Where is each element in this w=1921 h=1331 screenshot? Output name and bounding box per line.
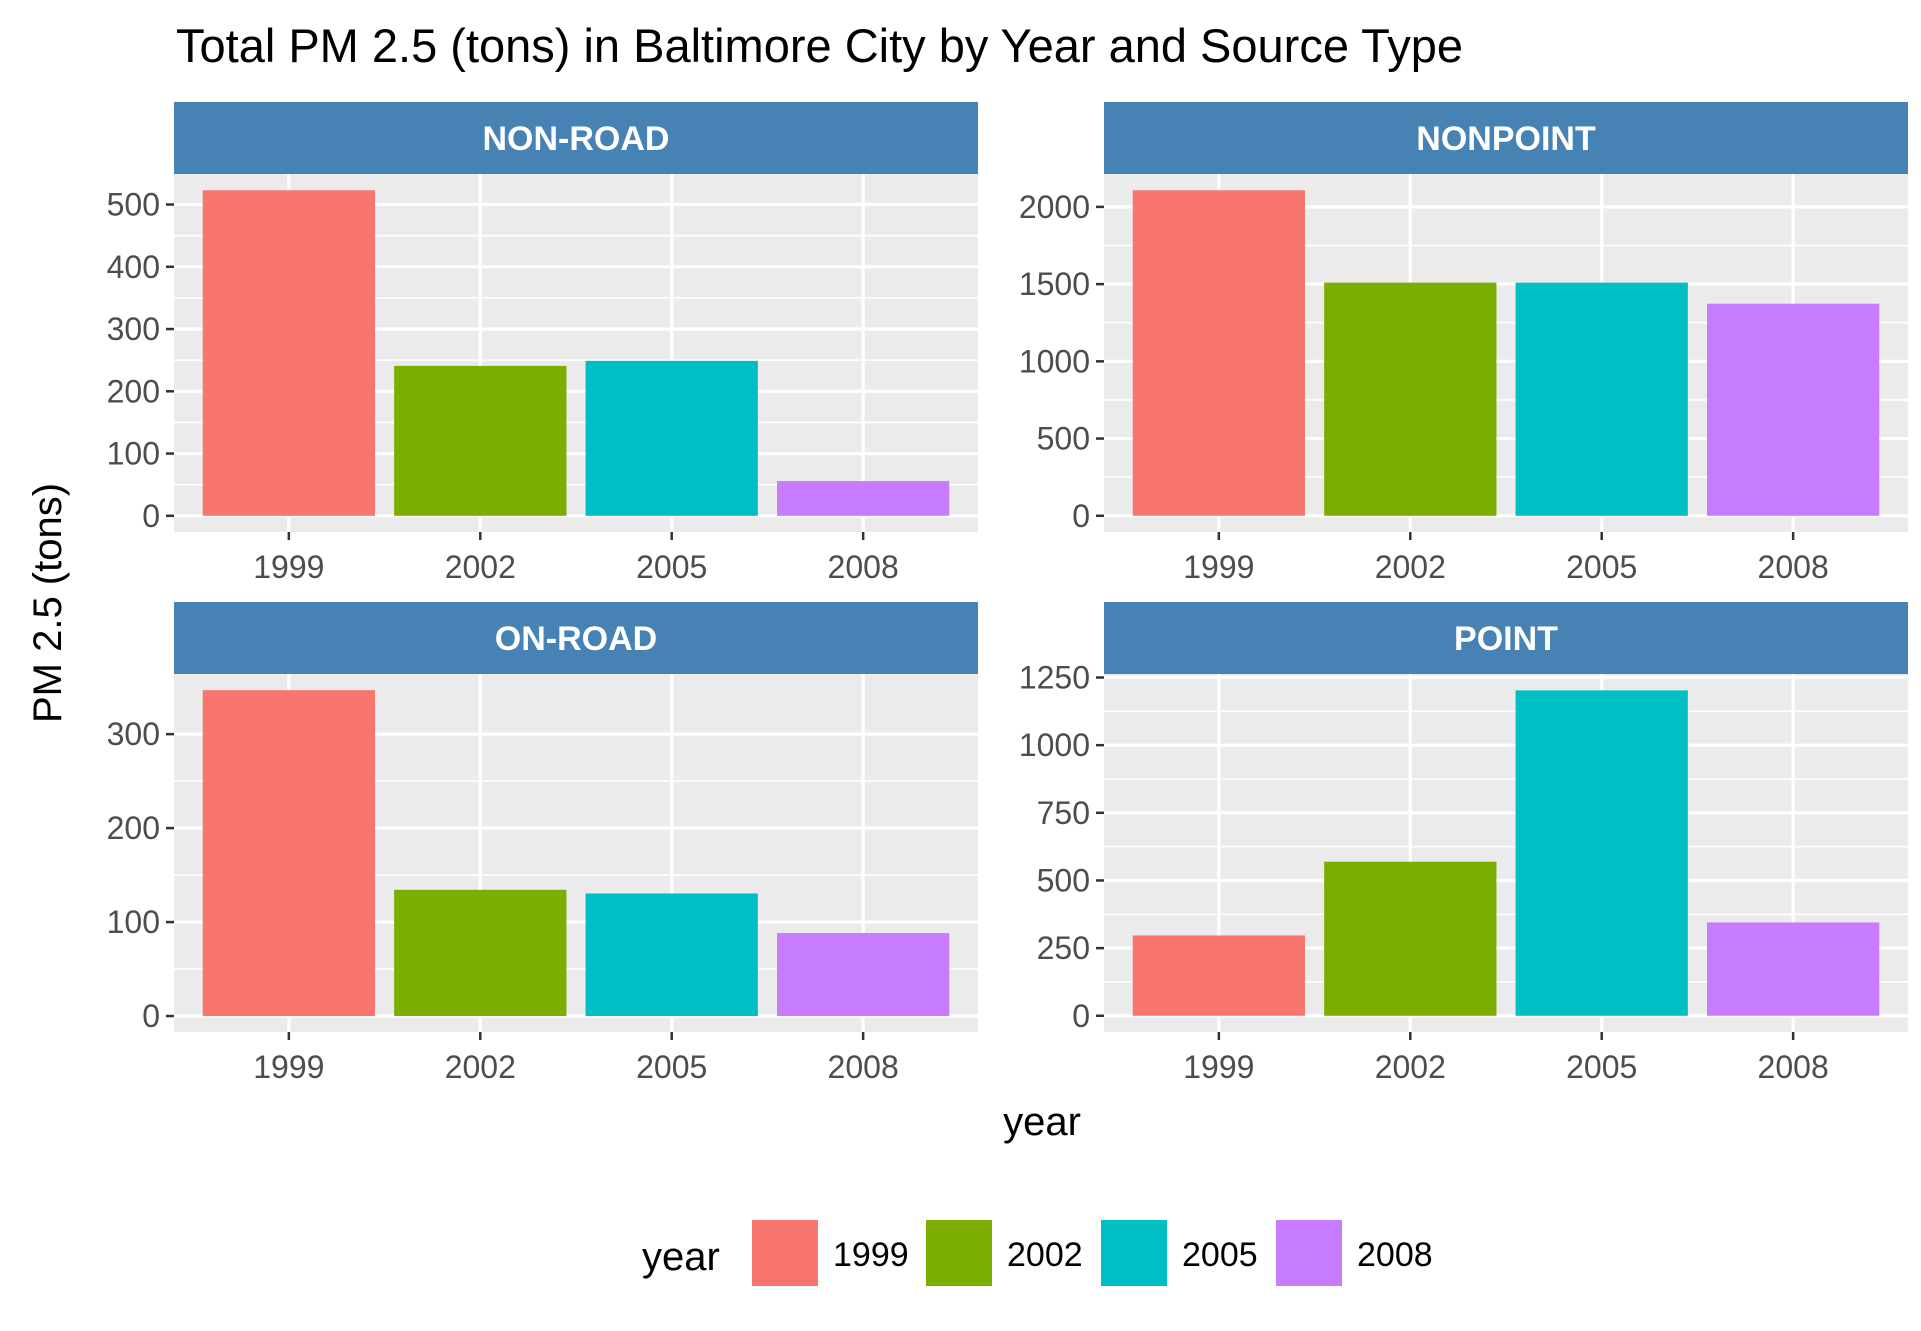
facet-panel: NONPOINT 0 500 1000 1500 2000 1999 2002 2005 2008 (1019, 102, 1908, 585)
x-tick-label: 2002 (445, 1049, 516, 1085)
y-tick-label: 750 (1037, 795, 1090, 831)
bar-2008 (777, 933, 950, 1017)
legend-label: 1999 (833, 1236, 909, 1274)
legend-key (1276, 1220, 1342, 1286)
legend-key (1101, 1220, 1167, 1286)
y-tick-label: 200 (107, 810, 160, 846)
legend: year 1999 2002 2005 2008 (642, 1220, 1433, 1286)
legend-title: year (642, 1235, 720, 1279)
legend-item: 2005 (1101, 1220, 1258, 1286)
y-tick-label: 0 (142, 498, 160, 534)
bar-2002 (1324, 861, 1497, 1016)
facet-panel: ON-ROAD 0 100 200 300 1999 2002 2005 2008 (107, 602, 978, 1085)
bar-2008 (1707, 922, 1880, 1016)
y-tick-label: 500 (1037, 421, 1090, 457)
bar-1999 (1132, 935, 1305, 1016)
legend-key (752, 1220, 818, 1286)
y-tick-label: 0 (1072, 998, 1090, 1034)
x-tick-label: 1999 (253, 1049, 324, 1085)
y-tick-label: 1000 (1019, 343, 1090, 379)
y-tick-label: 1500 (1019, 266, 1090, 302)
facet-strip (1104, 102, 1908, 174)
y-tick-label: 0 (142, 998, 160, 1034)
y-tick-label: 400 (107, 249, 160, 285)
bar-1999 (202, 190, 375, 516)
bar-2002 (1324, 282, 1497, 516)
x-tick-label: 2008 (1758, 549, 1829, 585)
y-tick-label: 100 (107, 436, 160, 472)
x-tick-label: 2002 (445, 549, 516, 585)
facet-strip (174, 102, 978, 174)
facet-strip (174, 602, 978, 674)
y-tick-label: 2000 (1019, 189, 1090, 225)
chart-title: Total PM 2.5 (tons) in Baltimore City by… (176, 19, 1463, 72)
y-axis-title: PM 2.5 (tons) (26, 483, 70, 723)
bar-2008 (777, 481, 950, 516)
x-tick-label: 2002 (1375, 1049, 1446, 1085)
bar-1999 (202, 690, 375, 1017)
x-tick-label: 1999 (1183, 1049, 1254, 1085)
x-tick-label: 2008 (828, 1049, 899, 1085)
y-tick-label: 200 (107, 373, 160, 409)
facet-panels: NON-ROAD 0 100 200 300 400 500 1999 2002 2005 2008… (107, 102, 1908, 1085)
legend-item: 1999 (752, 1220, 909, 1286)
bar-2005 (585, 360, 758, 516)
legend-item: 2008 (1276, 1220, 1433, 1286)
y-tick-label: 300 (107, 716, 160, 752)
x-tick-label: 2005 (1566, 549, 1637, 585)
legend-label: 2002 (1007, 1236, 1083, 1274)
x-tick-label: 2005 (636, 549, 707, 585)
bar-2002 (394, 365, 567, 516)
y-tick-label: 0 (1072, 498, 1090, 534)
y-tick-label: 500 (1037, 862, 1090, 898)
facet-strip-label: ON-ROAD (495, 620, 657, 658)
x-tick-label: 2005 (636, 1049, 707, 1085)
bar-2002 (394, 889, 567, 1017)
bar-2005 (585, 893, 758, 1017)
y-tick-label: 100 (107, 904, 160, 940)
bar-1999 (1132, 190, 1305, 516)
legend-label: 2005 (1182, 1236, 1258, 1274)
x-tick-label: 1999 (1183, 549, 1254, 585)
x-tick-label: 2002 (1375, 549, 1446, 585)
legend-item: 2002 (926, 1220, 1083, 1286)
facet-panel: NON-ROAD 0 100 200 300 400 500 1999 2002 2005 2008 (107, 102, 978, 585)
facet-strip (1104, 602, 1908, 674)
y-tick-label: 1000 (1019, 727, 1090, 763)
facet-strip-label: NONPOINT (1416, 120, 1596, 158)
x-tick-label: 1999 (253, 549, 324, 585)
x-axis-title: year (1003, 1100, 1081, 1144)
y-tick-label: 1250 (1019, 660, 1090, 696)
y-tick-label: 300 (107, 311, 160, 347)
y-tick-label: 250 (1037, 930, 1090, 966)
y-tick-label: 500 (107, 187, 160, 223)
bar-2008 (1707, 303, 1880, 516)
facet-strip-label: POINT (1454, 620, 1558, 658)
x-tick-label: 2005 (1566, 1049, 1637, 1085)
facet-strip-label: NON-ROAD (483, 120, 670, 158)
x-tick-label: 2008 (1758, 1049, 1829, 1085)
legend-label: 2008 (1357, 1236, 1433, 1274)
x-tick-label: 2008 (828, 549, 899, 585)
facet-panel: POINT 0 250 500 750 1000 1250 1999 2002 2005 2008 (1019, 602, 1908, 1085)
bar-2005 (1515, 282, 1688, 516)
bar-2005 (1515, 690, 1688, 1016)
legend-key (926, 1220, 992, 1286)
